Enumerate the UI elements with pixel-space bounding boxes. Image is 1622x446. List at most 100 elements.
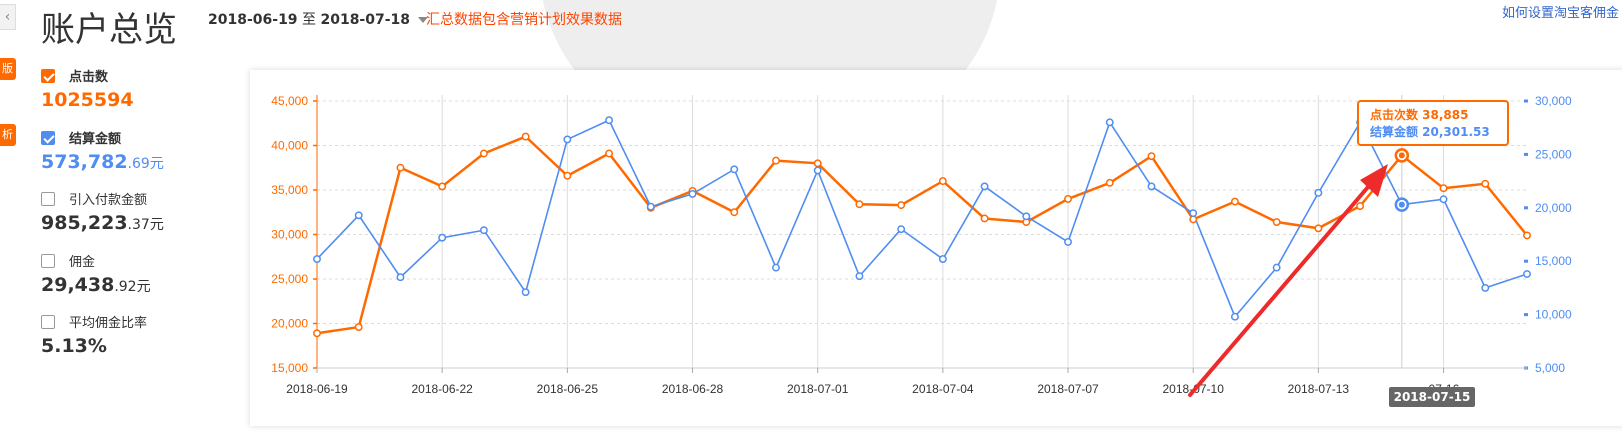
clicks-point — [813, 159, 822, 168]
metric-label: 结算金额 — [69, 132, 122, 147]
annotation-arrow-head — [1360, 164, 1388, 197]
y-right-tick-label: 30,000 — [1535, 94, 1572, 108]
settlement-point — [354, 211, 363, 220]
y-left-tick-label: 30,000 — [271, 228, 308, 242]
settlement-point — [772, 263, 780, 272]
settlement-point — [605, 116, 614, 125]
settlement-point — [313, 255, 321, 264]
clicks-point — [1523, 231, 1531, 240]
clicks-point — [1356, 202, 1365, 210]
settlement-point — [1439, 195, 1448, 204]
clicks-series-line — [316, 135, 1528, 335]
clicks-point — [521, 132, 530, 141]
metric-label: 平均佣金比率 — [69, 316, 148, 331]
y-right-tick-label: 10,000 — [1535, 308, 1572, 322]
settlement-series-line — [316, 119, 1528, 319]
clicks-point — [605, 149, 614, 158]
settlement-point — [1147, 182, 1156, 191]
chart-tooltip: 点击次数 38,885 结算金额 20,301.53 — [1357, 100, 1509, 146]
clicks-point — [772, 156, 780, 165]
metric-label: 点击数 — [69, 70, 109, 85]
clicks-checkbox[interactable] — [41, 68, 55, 83]
x-tick-label: 2018-07-01 — [787, 382, 849, 396]
clicks-point — [1272, 218, 1281, 226]
metric-value: 29,438.92元 — [41, 274, 151, 296]
tooltip-settlement: 结算金额 20,301.53 — [1370, 125, 1490, 139]
y-left-tick-label: 45,000 — [271, 94, 308, 108]
y-right-tick-label: 25,000 — [1535, 147, 1572, 161]
settlement-point — [1481, 283, 1490, 292]
avg-rate-checkbox[interactable] — [41, 314, 55, 329]
clicks-point — [479, 149, 488, 158]
clicks-point — [313, 329, 321, 338]
highlight-point-center — [1398, 152, 1405, 159]
x-tick-label: 2018-06-28 — [662, 382, 724, 396]
y-left-tick-label: 20,000 — [271, 317, 308, 331]
metric-avg-rate: 平均佣金比率 5.13% — [41, 312, 147, 357]
collapse-arrow-icon[interactable]: ‹ — [0, 4, 16, 30]
metric-clicks: 点击数 1025594 — [41, 66, 134, 111]
settlement-point — [396, 273, 405, 282]
metric-settlement: 结算金额 573,782.69元 — [41, 128, 164, 173]
settlement-point — [563, 135, 572, 144]
payment-checkbox[interactable] — [41, 191, 55, 206]
settlement-point — [646, 202, 655, 211]
y-left-tick-label: 35,000 — [271, 183, 308, 197]
clicks-point — [1189, 215, 1198, 224]
settlement-point — [1189, 209, 1198, 218]
clicks-point — [396, 163, 405, 172]
clicks-point — [1105, 178, 1114, 187]
x-tick-label: 2018-07-04 — [912, 382, 974, 396]
clicks-point — [563, 171, 572, 180]
settlement-point — [1272, 263, 1281, 272]
left-side-tab-1[interactable]: 版 — [0, 58, 16, 80]
settlement-checkbox[interactable] — [41, 130, 55, 145]
metric-value: 5.13% — [41, 335, 107, 357]
settlement-point — [1064, 238, 1072, 246]
clicks-point — [1439, 184, 1448, 193]
commission-checkbox[interactable] — [41, 253, 55, 268]
y-right-tick — [1524, 313, 1528, 317]
y-right-tick — [1524, 259, 1528, 263]
left-side-tab-2[interactable]: 析 — [0, 124, 16, 146]
settlement-point — [1105, 118, 1114, 127]
metric-value: 1025594 — [41, 89, 134, 111]
clicks-point — [1230, 197, 1239, 206]
clicks-point — [1147, 152, 1156, 161]
y-right-tick — [1524, 152, 1528, 156]
date-range-picker[interactable]: 2018-06-19 至 2018-07-18 — [208, 9, 429, 29]
summary-note: 汇总数据包含营销计划效果数据 — [426, 12, 622, 28]
clicks-point — [897, 201, 906, 210]
help-link[interactable]: 如何设置淘宝客佣金 — [1502, 6, 1620, 21]
y-left-tick-label: 15,000 — [271, 361, 308, 375]
clicks-point — [1481, 179, 1490, 188]
date-separator: 至 — [302, 12, 317, 28]
clicks-point — [730, 208, 739, 217]
settlement-point — [521, 288, 530, 297]
settlement-point — [1230, 312, 1239, 321]
y-left-tick-label: 25,000 — [271, 272, 308, 286]
date-start: 2018-06-19 — [208, 12, 298, 28]
settlement-point — [980, 182, 989, 191]
metric-label: 佣金 — [69, 255, 96, 270]
settlement-point — [688, 189, 697, 198]
settlement-point — [1523, 270, 1531, 278]
clicks-point — [1064, 194, 1072, 203]
metric-value: 573,782.69元 — [41, 151, 164, 173]
y-right-tick — [1524, 206, 1528, 210]
settlement-point — [855, 272, 864, 281]
settlement-point — [1314, 188, 1323, 197]
x-tick-label: 2018-07-13 — [1288, 382, 1350, 396]
x-tick-label: 2018-07-07 — [1037, 382, 1099, 396]
clicks-point — [980, 214, 989, 223]
x-tick-label: 2018-06-19 — [286, 382, 348, 396]
chevron-down-icon — [418, 17, 429, 23]
y-left-tick-label: 40,000 — [271, 139, 308, 153]
highlight-point-center — [1398, 201, 1405, 208]
metric-payment: 引入付款金额 985,223.37元 — [41, 189, 164, 234]
settlement-point — [1022, 212, 1031, 221]
x-axis-highlight-label: 2018-07-15 — [1389, 387, 1475, 407]
clicks-point — [1314, 224, 1323, 233]
settlement-point — [938, 255, 947, 264]
page-title: 账户总览 — [41, 10, 177, 50]
